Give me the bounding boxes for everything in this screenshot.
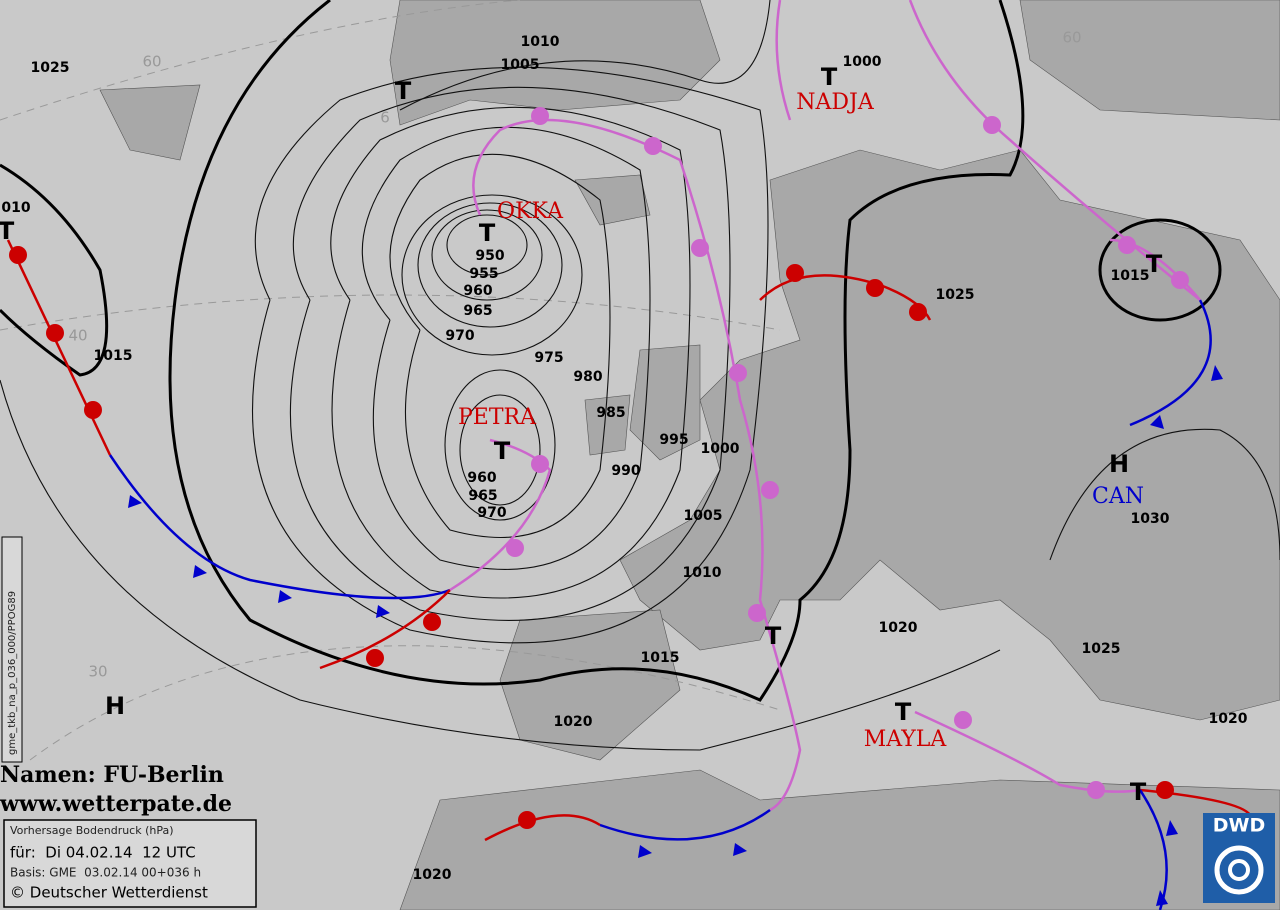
graticule-label: 60 (1062, 29, 1081, 47)
graticule-label: 60 (142, 53, 161, 71)
pressure-system: H (1109, 450, 1129, 478)
pressure-system: T (1130, 778, 1147, 806)
pressure-system: T (0, 217, 15, 245)
isobar-label: 970 (445, 328, 474, 344)
info-valid: für: Di 04.02.14 12 UTC (10, 844, 196, 862)
labels: T T T T T T T T T H H OKKA NADJA PETRA MAYLA CAN 1025 101… (0, 29, 1248, 884)
info-title: Vorhersage Bodendruck (hPa) (10, 824, 174, 837)
isobar-label: 1020 (413, 867, 452, 883)
isobar-label: 1020 (1209, 711, 1248, 727)
isobar-label: 970 (477, 505, 506, 521)
isobar-label: 1015 (94, 348, 133, 364)
pressure-system: T (821, 63, 838, 91)
graticule (0, 0, 781, 761)
isobars (0, 0, 1280, 751)
logo: DWD (1203, 813, 1275, 903)
front-symbols (9, 107, 1223, 906)
isobar-label: 980 (573, 369, 602, 385)
isobar-label: 1005 (501, 57, 540, 73)
graticule-label: 6 (380, 109, 390, 127)
isobar-label: 1020 (879, 620, 918, 636)
isobar-label: 960 (463, 283, 492, 299)
info-copyright: © Deutscher Wetterdienst (10, 884, 208, 902)
credits-url: www.wetterpate.de (0, 791, 232, 817)
info-base: Basis: GME 03.02.14 00+036 h (10, 866, 201, 880)
isobar-label: 1025 (936, 287, 975, 303)
isobar-label: 1000 (843, 54, 882, 70)
isobar-label: 955 (469, 266, 498, 282)
land (99, 0, 1280, 910)
system-name: CAN (1092, 484, 1144, 509)
isobar-label: 995 (659, 432, 688, 448)
isobar-label: 960 (467, 470, 496, 486)
isobar-label: 965 (463, 303, 492, 319)
isobar-label: 1005 (684, 508, 723, 524)
isobar-label: 990 (611, 463, 640, 479)
isobar-label: 1025 (1082, 641, 1121, 657)
pressure-system: T (395, 77, 412, 105)
isobar-label: 1015 (641, 650, 680, 666)
isobar-label: 965 (468, 488, 497, 504)
isobar-label: 975 (534, 350, 563, 366)
side-code: gme_tkb_na_p_036_000/PPOG89 (7, 591, 18, 755)
logo-text: DWD (1213, 815, 1266, 837)
graticule-label: 30 (88, 663, 107, 681)
graticule-label: 40 (68, 327, 87, 345)
pressure-system: T (895, 698, 912, 726)
isobar-label: 1010 (521, 34, 560, 50)
pressure-system: T (494, 437, 511, 465)
pressure-system: T (1146, 250, 1163, 278)
isobar-label: 1020 (554, 714, 593, 730)
pressure-system: T (765, 622, 782, 650)
isobar-label: 985 (596, 405, 625, 421)
pressure-system: H (105, 692, 125, 720)
isobar-label: 950 (475, 248, 504, 264)
info-box: Vorhersage Bodendruck (hPa) für: Di 04.0… (3, 819, 257, 908)
side-box (1, 536, 23, 763)
system-name: OKKA (497, 199, 564, 224)
system-name: PETRA (458, 405, 537, 430)
isobar-label: 1030 (1131, 511, 1170, 527)
isobar-label: 1000 (701, 441, 740, 457)
system-name: NADJA (796, 90, 875, 115)
fronts (6, 0, 1252, 910)
isobar-label: 010 (1, 200, 30, 216)
isobar-label: 1015 (1111, 268, 1150, 284)
credits-names: Namen: FU-Berlin (0, 762, 224, 788)
system-name: MAYLA (864, 727, 948, 752)
pressure-system: T (479, 219, 496, 247)
isobar-label: 1010 (683, 565, 722, 581)
isobar-label: 1025 (31, 60, 70, 76)
